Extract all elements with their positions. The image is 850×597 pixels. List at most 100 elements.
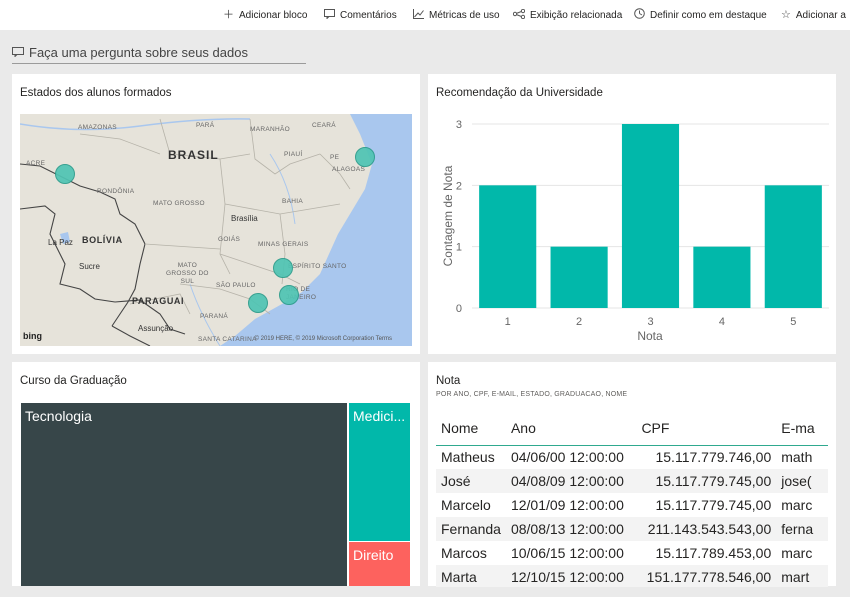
column-header-nome[interactable]: Nome bbox=[436, 412, 506, 446]
map-label-piaui: PIAUÍ bbox=[284, 151, 303, 158]
bar-chart-xtick: 3 bbox=[647, 316, 653, 328]
map-label-sucre: Sucre bbox=[79, 262, 100, 271]
map-label-para: PARÁ bbox=[196, 122, 215, 129]
treemap-block-tecnologia[interactable]: Tecnologia bbox=[21, 403, 347, 586]
table-row: José 04/08/09 12:00:00 15.117.779.745,00… bbox=[436, 469, 828, 493]
bar-chart-bar[interactable] bbox=[693, 246, 751, 308]
map-bubble-minas-gerais[interactable] bbox=[273, 258, 293, 278]
star-icon: ☆ bbox=[781, 9, 791, 21]
treemap-tile[interactable]: Curso da Graduação Tecnologia Medici... … bbox=[12, 362, 420, 586]
cell-email: marc bbox=[781, 497, 813, 513]
cell-cpf: 151.177.778.546,00 bbox=[636, 565, 777, 587]
table-tile[interactable]: Nota POR ANO, CPF, E-MAIL, ESTADO, GRADU… bbox=[428, 362, 836, 587]
table-row: Matheus 04/06/00 12:00:00 15.117.779.746… bbox=[436, 445, 828, 469]
comments-button[interactable]: Comentários bbox=[324, 8, 397, 22]
table-visual[interactable]: Nome Ano CPF E-ma Matheus 04/06/00 12:00… bbox=[436, 412, 828, 587]
toolbar: ＋ Adicionar bloco Comentários Métricas d… bbox=[0, 0, 850, 30]
bar-chart-ytick: 0 bbox=[456, 303, 462, 315]
cell-email: math bbox=[781, 449, 813, 466]
map-label-pe: PE bbox=[330, 154, 340, 161]
cell-cpf: 15.117.779.746,00 bbox=[655, 449, 772, 466]
bar-chart-ytick: 3 bbox=[456, 119, 462, 131]
cell-ano: 10/06/15 12:00:00 bbox=[510, 545, 624, 561]
cell-ano: 04/06/00 12:00:00 bbox=[510, 449, 624, 466]
bar-chart-bar[interactable] bbox=[550, 246, 608, 308]
related-view-button[interactable]: Exibição relacionada bbox=[512, 8, 622, 22]
treemap-label-tecnologia: Tecnologia bbox=[25, 408, 92, 424]
map-tile-title: Estados dos alunos formados bbox=[20, 87, 172, 99]
bar-chart-bar[interactable] bbox=[479, 185, 537, 308]
add-to-button[interactable]: ☆ Adicionar a bbox=[781, 8, 846, 22]
table-row: Fernanda 08/08/13 12:00:00 211.143.543.5… bbox=[436, 517, 828, 541]
table-header-row: Nome Ano CPF E-ma bbox=[436, 412, 828, 446]
map-label-amazonas: AMAZONAS bbox=[78, 124, 117, 131]
map-label-brasilia: Brasília bbox=[231, 214, 258, 223]
map-label-parana: PARANÁ bbox=[200, 313, 229, 320]
table-row: Marcelo 12/01/09 12:00:00 15.117.779.745… bbox=[436, 493, 828, 517]
bar-chart-xtick: 2 bbox=[576, 316, 582, 328]
chart-line-icon bbox=[413, 8, 424, 22]
bar-chart-ytick: 2 bbox=[456, 180, 462, 192]
treemap-label-medicina: Medici... bbox=[353, 408, 406, 424]
plus-icon: ＋ bbox=[223, 9, 234, 21]
map-label-assuncao: Assunção bbox=[138, 324, 174, 333]
cell-ano: 04/08/09 12:00:00 bbox=[505, 469, 637, 493]
map-label-santa-catarina: SANTA CATARINA bbox=[198, 336, 257, 343]
usage-metrics-button[interactable]: Métricas de uso bbox=[413, 8, 500, 22]
bar-chart-ylabel: Contagem de Nota bbox=[441, 165, 455, 266]
map-visual[interactable]: AMAZONAS PARÁ MARANHÃO CEARÁ BRASIL PIAU… bbox=[20, 114, 412, 346]
set-featured-button[interactable]: Definir como em destaque bbox=[634, 8, 767, 22]
map-label-goias: GOIÁS bbox=[218, 236, 241, 243]
qa-comment-icon bbox=[12, 46, 24, 60]
table-row: Marta 12/10/15 12:00:00 151.177.778.546,… bbox=[436, 565, 828, 587]
map-label-mato-grosso-do-sul: MATO GROSSO DO SUL bbox=[166, 262, 209, 285]
bar-chart-tile[interactable]: Recomendação da Universidade 0 1 2 3 1 2 3 4 5 … bbox=[428, 74, 836, 354]
map-label-minas: MINAS GERAIS bbox=[258, 241, 309, 248]
column-header-cpf[interactable]: CPF bbox=[636, 412, 777, 446]
table-row: Marcos 10/06/15 12:00:00 15.117.789.453,… bbox=[436, 541, 828, 565]
add-tile-button[interactable]: ＋ Adicionar bloco bbox=[223, 8, 307, 22]
treemap-block-medicina[interactable]: Medici... bbox=[349, 403, 410, 541]
map-bubble-sao-paulo[interactable] bbox=[248, 293, 268, 313]
map-label-maranhao: MARANHÃO bbox=[250, 126, 290, 133]
cell-email: ferna bbox=[776, 517, 828, 541]
column-header-ano[interactable]: Ano bbox=[505, 412, 637, 446]
cell-cpf: 211.143.543.543,00 bbox=[636, 517, 777, 541]
column-header-email[interactable]: E-ma bbox=[776, 412, 828, 446]
cell-nome: Marta bbox=[436, 565, 506, 587]
bar-chart[interactable]: 0 1 2 3 1 2 3 4 5 Nota Contagem de Nota bbox=[428, 74, 836, 354]
cell-cpf: 15.117.779.745,00 bbox=[655, 497, 772, 513]
qa-question-box[interactable]: Faça uma pergunta sobre seus dados bbox=[12, 42, 306, 64]
cell-cpf: 15.117.789.453,00 bbox=[655, 545, 772, 561]
table-title: Nota bbox=[436, 375, 461, 387]
map-bubble-alagoas[interactable] bbox=[355, 147, 375, 167]
map-bubble-acre[interactable] bbox=[55, 164, 75, 184]
cell-ano: 12/01/09 12:00:00 bbox=[510, 497, 624, 513]
map-label-bolivia: BOLÍVIA bbox=[82, 235, 123, 245]
cell-nome: Marcelo bbox=[441, 497, 491, 513]
treemap-label-direito: Direito bbox=[353, 547, 394, 563]
treemap-block-direito[interactable]: Direito bbox=[349, 542, 410, 586]
map-background bbox=[20, 114, 412, 346]
map-tile[interactable]: Estados dos alunos formados bbox=[12, 74, 420, 354]
map-copyright[interactable]: © 2019 HERE, © 2019 Microsoft Corporatio… bbox=[254, 336, 392, 342]
qa-placeholder: Faça uma pergunta sobre seus dados bbox=[29, 45, 248, 60]
map-label-ceara: CEARÁ bbox=[312, 122, 336, 129]
set-featured-label: Definir como em destaque bbox=[650, 9, 767, 21]
featured-icon bbox=[634, 8, 645, 22]
bar-chart-bar[interactable] bbox=[764, 185, 822, 308]
map-label-alagoas: ALAGOAS bbox=[332, 166, 366, 173]
add-tile-label: Adicionar bloco bbox=[239, 9, 308, 21]
add-to-label: Adicionar a bbox=[795, 9, 846, 21]
table-subtitle: POR ANO, CPF, E-MAIL, ESTADO, GRADUACAO,… bbox=[436, 391, 628, 398]
data-table: Nome Ano CPF E-ma Matheus 04/06/00 12:00… bbox=[436, 412, 828, 587]
map-bubble-rio-de-janeiro[interactable] bbox=[279, 285, 299, 305]
map-label-sao-paulo: SÃO PAULO bbox=[216, 282, 256, 289]
cell-ano: 08/08/13 12:00:00 bbox=[505, 517, 637, 541]
cell-email: marc bbox=[781, 545, 813, 561]
cell-nome: José bbox=[436, 469, 506, 493]
bar-chart-bar[interactable] bbox=[621, 124, 680, 308]
map-label-mato-grosso: MATO GROSSO bbox=[153, 200, 205, 207]
cell-nome: Matheus bbox=[441, 449, 495, 466]
cell-email: jose( bbox=[776, 469, 828, 493]
